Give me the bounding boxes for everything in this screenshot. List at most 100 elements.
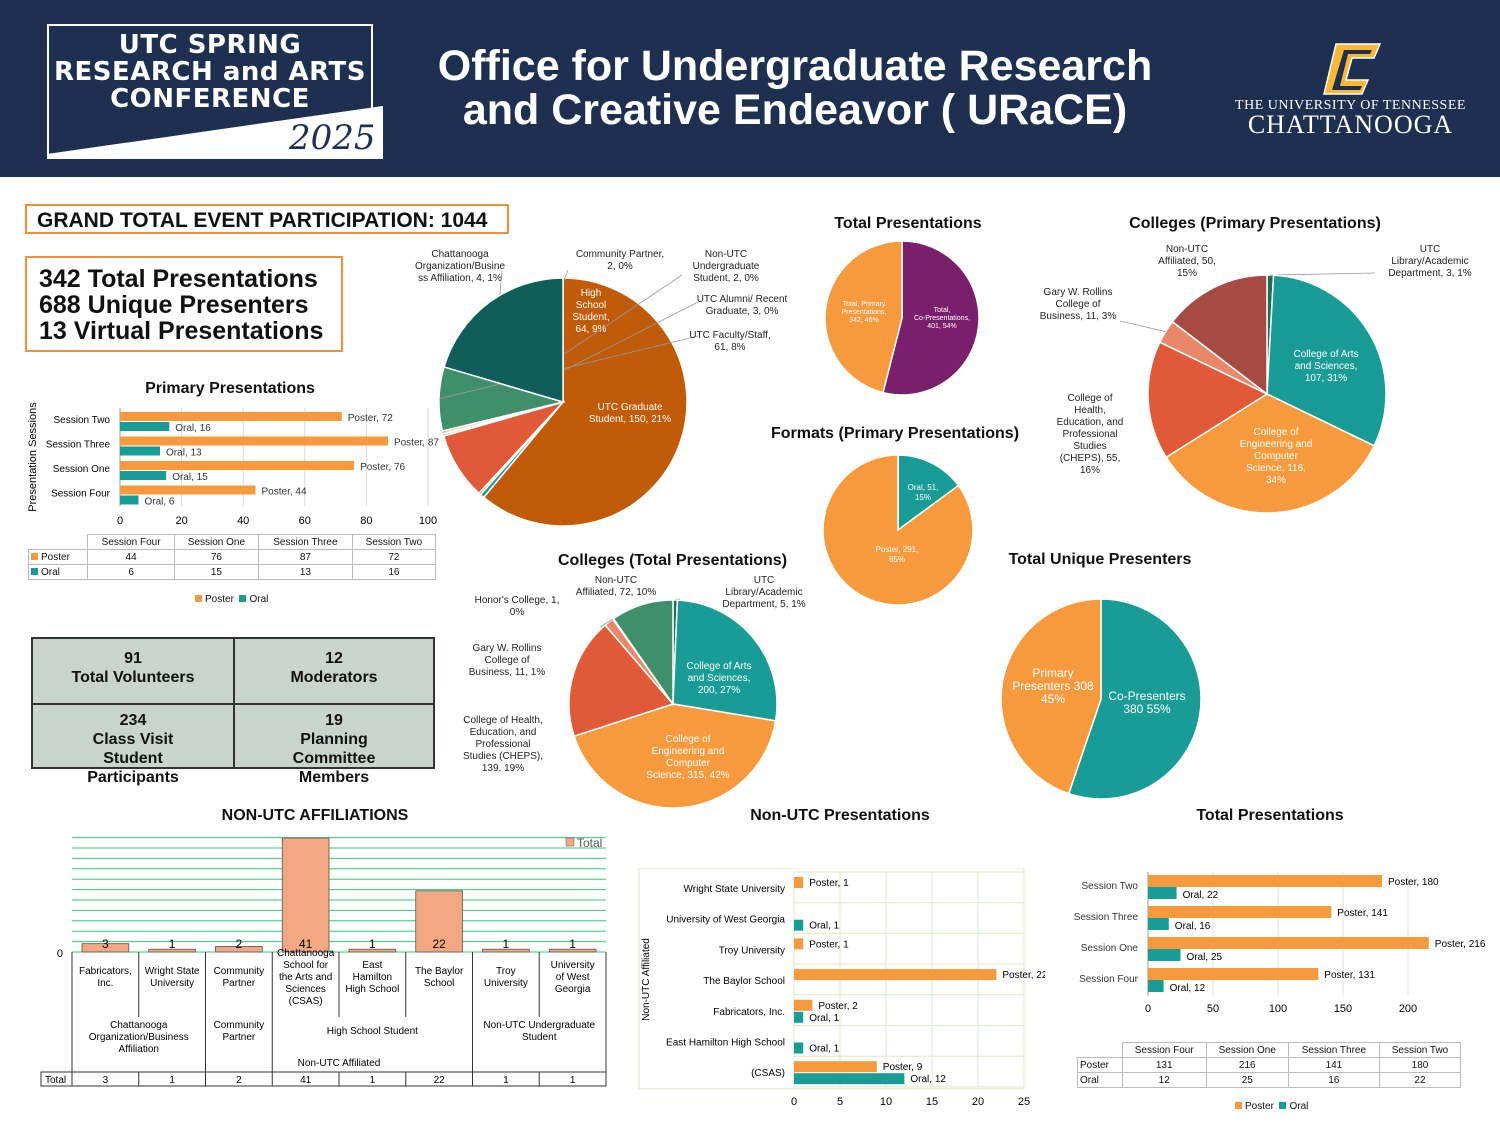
data-label: 1	[169, 937, 176, 951]
data-label: Poster, 141	[1337, 908, 1388, 919]
table-cell: 87	[258, 549, 353, 565]
y-axis-title: Non-UTC Affiliated	[641, 938, 652, 1021]
data-label: Poster, 180	[1388, 877, 1439, 888]
volunteer-stats-grid: 91 Total Volunteers 12 Moderators 234 Class…	[31, 637, 435, 786]
pie-slice	[568, 624, 675, 738]
bar-poster	[794, 938, 804, 950]
pie-slice-label: Community Partner, 2, 0%	[576, 249, 664, 272]
table-cell: 16	[1287, 1072, 1380, 1088]
pie-slice-label: Total, Primary Presentations, 342, 46%	[842, 301, 887, 324]
x-tick-label: 15	[926, 1096, 938, 1108]
stat-moderators: 12 Moderators	[233, 639, 433, 703]
legend-swatch-oral	[31, 567, 38, 575]
category-label: University of West Georgia	[551, 960, 595, 995]
pie-slice-label: Primary Presenters 308 45%	[1012, 666, 1094, 706]
data-label: Oral, 13	[166, 448, 202, 459]
data-label: Poster, 76	[360, 462, 405, 473]
unique-presenters-pie-title: Total Unique Presenters	[1008, 551, 1192, 568]
pie-leader-line	[599, 618, 614, 628]
data-label: Oral, 15	[172, 472, 208, 483]
bar-total	[215, 946, 263, 953]
table-cell: 72	[351, 549, 437, 565]
legend-label: Poster	[1245, 1101, 1274, 1112]
summary-total-presentations: 342 Total Presentations	[39, 265, 318, 293]
y-axis-title: Presentation Sessions	[27, 402, 39, 512]
pie-slice-label: Total, Co-Presentations, 401, 54%	[914, 307, 970, 330]
stat-planning-committee: 19 Planning Committee Members	[233, 703, 433, 786]
conference-year: 2025	[289, 118, 376, 158]
table-cell: 13	[258, 564, 353, 580]
bar-poster	[120, 485, 256, 495]
bar-total	[548, 948, 597, 953]
pie-slice-label: UTC Faculty/Staff, 61, 8%	[689, 330, 771, 353]
bar-poster	[794, 969, 997, 981]
table-header: Session Four	[87, 534, 175, 550]
total-presentations-bar-chart: 0 50 100 150 200 Session Two Poster, 180 Oral, …	[1074, 872, 1485, 1015]
data-label: Poster, 131	[1324, 970, 1375, 981]
header-banner: UTC SPRING RESEARCH and ARTS CONFERENCE …	[0, 0, 1500, 177]
table-row-label: Oral	[41, 566, 60, 578]
table-cell: 1	[169, 1075, 175, 1086]
category-label: Session Three	[1074, 912, 1139, 923]
bar-poster	[794, 999, 813, 1011]
total-presentations-data-table: Session Four Session One Session Three Sess…	[1077, 1042, 1462, 1088]
bar-total	[482, 948, 530, 953]
x-tick-label: 50	[1207, 1003, 1219, 1015]
pie-slice-label: Co-Presenters 380 55%	[1108, 689, 1185, 716]
table-cell: 22	[434, 1075, 446, 1086]
table-cell: 76	[173, 549, 260, 565]
category-label: Session Three	[46, 440, 111, 451]
data-label: Oral, 12	[1170, 983, 1206, 994]
pie-slice-label: College of Health, Education, and Professi…	[463, 715, 543, 774]
data-label: 2	[236, 937, 243, 951]
bar-poster	[1148, 875, 1382, 887]
legend-swatch-oral	[239, 595, 247, 602]
conference-logo: UTC SPRING RESEARCH and ARTS CONFERENCE …	[47, 24, 383, 159]
data-label: 1	[369, 937, 376, 951]
pie-slice-label: Non-UTC Affiliated, 72, 10%	[576, 575, 657, 598]
table-cell: 180	[1378, 1057, 1462, 1073]
supergroup-label: Non-UTC Affiliated	[298, 1058, 381, 1069]
bar-poster	[120, 461, 355, 470]
bar-oral	[1148, 918, 1169, 930]
bar-oral	[1148, 980, 1164, 992]
totals-row-label: Total	[45, 1075, 66, 1086]
data-label: Poster, 1	[809, 878, 849, 889]
conference-logo-banner-shape	[47, 106, 383, 159]
total-presentations-pie-title: Total Presentations	[834, 215, 982, 232]
pie-slice	[1067, 598, 1202, 800]
data-label: Poster, 22	[1002, 970, 1045, 981]
pie-slice-label: High School Student, 64, 9%	[572, 288, 609, 335]
category-label: Session Four	[1079, 974, 1139, 985]
category-label: Session One	[53, 464, 111, 475]
category-label: The Baylor School	[703, 976, 785, 987]
pie-slice	[612, 599, 674, 707]
category-label: Community Partner	[214, 966, 265, 989]
data-label: Oral, 6	[144, 497, 174, 508]
table-row-label: Poster	[1080, 1059, 1109, 1071]
pie-slice	[482, 277, 688, 527]
x-tick-label: 0	[1145, 1003, 1151, 1015]
table-cell: 15	[173, 564, 260, 580]
page-title-line1: Office for Undergraduate Research	[437, 42, 1153, 90]
pie-slice	[822, 454, 974, 606]
table-cell: 1	[370, 1075, 376, 1086]
pie-slice	[1147, 341, 1269, 459]
table-header: Session One	[173, 534, 260, 550]
data-label: 3	[102, 937, 109, 951]
data-label: Poster, 1	[809, 939, 849, 950]
table-cell: 2	[236, 1075, 242, 1086]
bar-poster	[1148, 937, 1429, 949]
legend-swatch-poster	[31, 552, 38, 560]
stat-value: 234	[119, 712, 147, 729]
category-label: Wright State University	[145, 966, 200, 989]
legend-swatch-poster	[1235, 1102, 1242, 1109]
x-tick-label: 100	[1269, 1003, 1287, 1015]
summary-virtual-presentations: 13 Virtual Presentations	[39, 317, 324, 345]
colleges-total-pie-title: Colleges (Total Presentations)	[557, 552, 788, 569]
pie-slice	[882, 240, 980, 396]
table-cell: 141	[1287, 1057, 1380, 1073]
page-title-line2: and Creative Endeavor ( URaCE)	[462, 86, 1128, 134]
non-utc-affiliations-chart: Count of Total Presenters0Total312411221…	[40, 836, 607, 1087]
